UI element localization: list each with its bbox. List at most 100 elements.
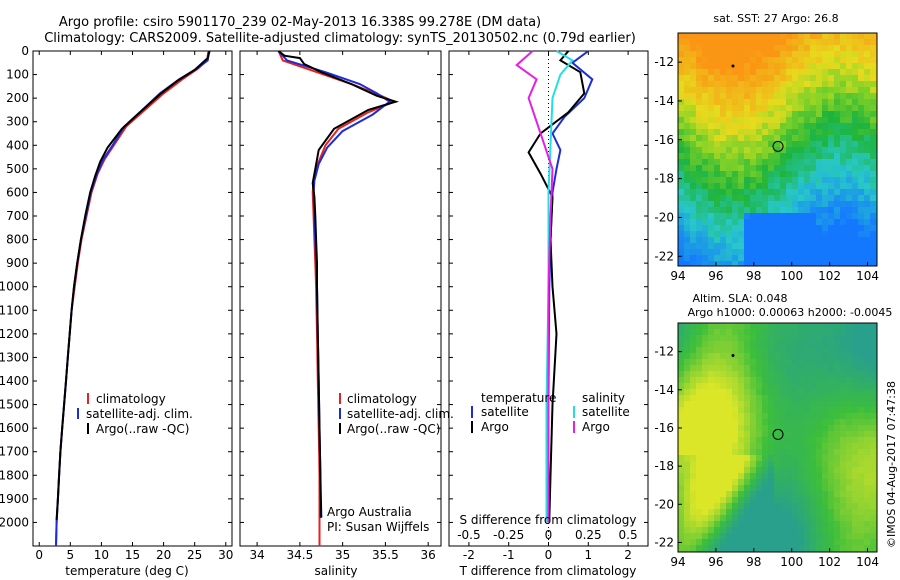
map-cell xyxy=(738,129,744,135)
map-cell xyxy=(684,147,690,153)
map-cell xyxy=(714,491,720,497)
map-cell xyxy=(774,87,780,93)
map-cell xyxy=(714,389,720,395)
map-cell xyxy=(762,371,768,377)
map-cell xyxy=(816,189,822,195)
map-cell xyxy=(852,147,858,153)
map-cell xyxy=(864,539,870,545)
map-cell xyxy=(768,383,774,389)
header-line2: Climatology: CARS2009. Satellite-adjuste… xyxy=(44,31,636,46)
map-y-tick-label: -16 xyxy=(654,133,674,147)
map-cell xyxy=(846,539,852,545)
map-cell xyxy=(864,75,870,81)
map-cell xyxy=(726,57,732,63)
map-cell xyxy=(870,353,876,359)
map-cell xyxy=(726,437,732,443)
map-cell xyxy=(690,467,696,473)
map-cell xyxy=(708,177,714,183)
map-cell xyxy=(774,237,780,243)
map-cell xyxy=(858,105,864,111)
map-cell xyxy=(864,431,870,437)
map-cell xyxy=(690,39,696,45)
map-cell xyxy=(774,243,780,249)
map-cell xyxy=(702,177,708,183)
map-cell xyxy=(678,63,684,69)
map-cell xyxy=(762,485,768,491)
map-cell xyxy=(852,153,858,159)
map-cell xyxy=(780,503,786,509)
map-cell xyxy=(804,75,810,81)
map-cell xyxy=(708,341,714,347)
series-climatology xyxy=(55,50,210,547)
map-cell xyxy=(840,87,846,93)
map-cell xyxy=(840,57,846,63)
map-cell xyxy=(708,503,714,509)
map-cell xyxy=(756,183,762,189)
map-cell xyxy=(804,401,810,407)
map-cell xyxy=(810,75,816,81)
map-cell xyxy=(720,347,726,353)
map-cell xyxy=(744,231,750,237)
map-cell xyxy=(750,347,756,353)
map-cell xyxy=(756,69,762,75)
map-cell xyxy=(678,383,684,389)
map-cell xyxy=(762,383,768,389)
map-cell xyxy=(804,231,810,237)
map-cell xyxy=(852,545,858,551)
map-cell xyxy=(744,491,750,497)
map-cell xyxy=(768,231,774,237)
map-cell xyxy=(750,231,756,237)
map-cell xyxy=(852,503,858,509)
map-cell xyxy=(870,533,876,539)
map-cell xyxy=(702,81,708,87)
map-cell xyxy=(690,51,696,57)
map-cell xyxy=(780,243,786,249)
map-cell xyxy=(786,219,792,225)
map-cell xyxy=(840,329,846,335)
map-cell xyxy=(726,93,732,99)
map-cell xyxy=(702,323,708,329)
map-cell xyxy=(732,389,738,395)
map-cell xyxy=(678,111,684,117)
map-cell xyxy=(726,383,732,389)
y-tick-label: 1700 xyxy=(0,445,29,459)
map-cell xyxy=(708,237,714,243)
map-cell xyxy=(756,81,762,87)
map-cell xyxy=(744,485,750,491)
map-cell xyxy=(750,117,756,123)
map-cell xyxy=(744,347,750,353)
map-cell xyxy=(858,123,864,129)
map-cell xyxy=(732,425,738,431)
map-cell xyxy=(774,249,780,255)
map-cell xyxy=(798,141,804,147)
map-cell xyxy=(768,111,774,117)
map-cell xyxy=(768,539,774,545)
map-cell xyxy=(738,503,744,509)
map-cell xyxy=(720,389,726,395)
map-cell xyxy=(738,219,744,225)
map-cell xyxy=(744,425,750,431)
x-tick-label: 35.5 xyxy=(372,548,399,562)
map-cell xyxy=(816,503,822,509)
map-cell xyxy=(840,225,846,231)
map-cell xyxy=(834,213,840,219)
map-cell xyxy=(822,443,828,449)
map-cell xyxy=(834,545,840,551)
map-cell xyxy=(846,323,852,329)
map-cell xyxy=(822,135,828,141)
map-cell xyxy=(858,159,864,165)
map-cell xyxy=(708,377,714,383)
map-cell xyxy=(750,123,756,129)
map-cell xyxy=(714,395,720,401)
map-cell xyxy=(852,419,858,425)
map-cell xyxy=(798,195,804,201)
map-cell xyxy=(774,527,780,533)
map-cell xyxy=(840,249,846,255)
map-cell xyxy=(750,395,756,401)
map-cell xyxy=(738,443,744,449)
map-cell xyxy=(678,527,684,533)
map-cell xyxy=(858,359,864,365)
map-cell xyxy=(750,201,756,207)
map-cell xyxy=(834,401,840,407)
map-cell xyxy=(744,353,750,359)
